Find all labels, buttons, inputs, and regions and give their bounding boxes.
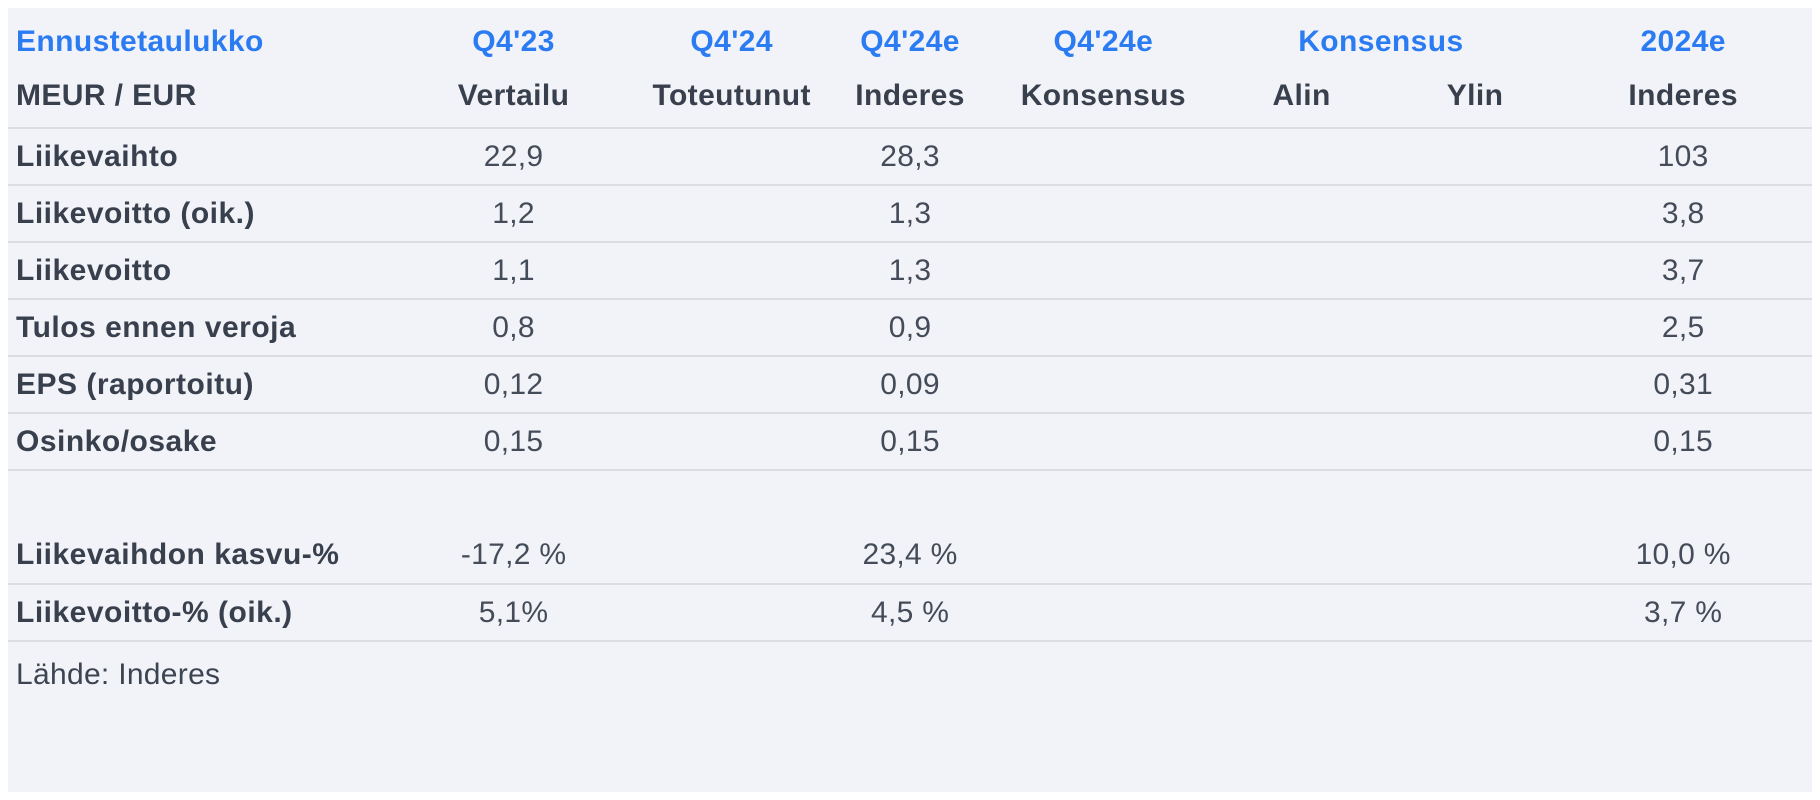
cell-konsensus [999, 128, 1208, 186]
cell-toteutunut [642, 413, 821, 471]
row-label: Liikevoitto-% (oik.) [8, 584, 385, 642]
cell-toteutunut [642, 356, 821, 414]
cell-vertailu: 0,15 [384, 413, 643, 471]
row-label: Osinko/osake [8, 413, 385, 471]
header-konsensus: Konsensus [999, 64, 1208, 129]
table-row-liikevaihto: Liikevaihto 22,9 28,3 103 [8, 128, 1812, 186]
cell-inderes: 28,3 [820, 128, 1000, 186]
cell-toteutunut [642, 185, 821, 243]
table-row-tulos-ennen-veroja: Tulos ennen veroja 0,8 0,9 2,5 [8, 299, 1812, 357]
table-row-eps: EPS (raportoitu) 0,12 0,09 0,31 [8, 356, 1812, 414]
row-label: Liikevaihto [8, 128, 385, 186]
cell-toteutunut [642, 584, 821, 642]
table-row-osinko: Osinko/osake 0,15 0,15 0,15 [8, 413, 1812, 471]
cell-inderes-2024e: 3,7 % [1554, 584, 1812, 642]
table-title: Ennustetaulukko [16, 25, 264, 58]
cell-vertailu: 0,12 [384, 356, 643, 414]
header-row-periods: Ennustetaulukko Q4'23 Q4'24 Q4'24e Q4'24… [8, 8, 1812, 64]
cell-vertailu: 22,9 [384, 128, 643, 186]
footer-row: Lähde: Inderes [8, 641, 1812, 792]
cell-inderes-2024e: 3,7 [1554, 242, 1812, 300]
cell-ylin [1395, 128, 1555, 186]
cell-toteutunut [642, 242, 821, 300]
cell-konsensus [999, 356, 1208, 414]
cell-alin [1207, 527, 1396, 585]
cell-inderes-2024e: 0,15 [1554, 413, 1812, 471]
cell-toteutunut [642, 527, 821, 585]
cell-alin [1207, 299, 1396, 357]
cell-ylin [1395, 413, 1555, 471]
header-unit: MEUR / EUR [8, 64, 385, 129]
cell-alin [1207, 356, 1396, 414]
cell-vertailu: 0,8 [384, 299, 643, 357]
cell-konsensus [999, 584, 1208, 642]
table-row-liikevoitto-pct: Liikevoitto-% (oik.) 5,1% 4,5 % 3,7 % [8, 584, 1812, 642]
table-row-liikevoitto-oik: Liikevoitto (oik.) 1,2 1,3 3,8 [8, 185, 1812, 243]
header-row-sublabels: MEUR / EUR Vertailu Toteutunut Inderes K… [8, 64, 1812, 129]
header-inderes: Inderes [820, 64, 1000, 129]
cell-toteutunut [642, 128, 821, 186]
table-row-liikevaihdon-kasvu: Liikevaihdon kasvu-% -17,2 % 23,4 % 10,0… [8, 527, 1812, 585]
cell-inderes-2024e: 103 [1554, 128, 1812, 186]
cell-vertailu: 1,2 [384, 185, 643, 243]
header-konsensus-group: Konsensus [1298, 25, 1464, 58]
header-q4-24e-inderes: Q4'24e [860, 25, 960, 58]
cell-alin [1207, 128, 1396, 186]
header-alin: Alin [1207, 64, 1396, 129]
row-label: Liikevoitto (oik.) [8, 185, 385, 243]
cell-inderes-2024e: 2,5 [1554, 299, 1812, 357]
cell-inderes: 0,09 [820, 356, 1000, 414]
cell-inderes-2024e: 10,0 % [1554, 527, 1812, 585]
cell-vertailu: -17,2 % [384, 527, 643, 585]
cell-toteutunut [642, 299, 821, 357]
cell-konsensus [999, 299, 1208, 357]
cell-konsensus [999, 185, 1208, 243]
cell-konsensus [999, 527, 1208, 585]
cell-inderes: 0,9 [820, 299, 1000, 357]
row-label: Liikevoitto [8, 242, 385, 300]
cell-alin [1207, 584, 1396, 642]
cell-inderes: 23,4 % [820, 527, 1000, 585]
cell-inderes: 0,15 [820, 413, 1000, 471]
forecast-table: Ennustetaulukko Q4'23 Q4'24 Q4'24e Q4'24… [8, 8, 1812, 792]
spacer-cell [8, 470, 1812, 527]
header-inderes-2024: Inderes [1554, 64, 1812, 129]
cell-inderes: 1,3 [820, 185, 1000, 243]
row-label: Tulos ennen veroja [8, 299, 385, 357]
cell-ylin [1395, 299, 1555, 357]
cell-ylin [1395, 356, 1555, 414]
cell-inderes: 1,3 [820, 242, 1000, 300]
header-q4-24e-konsensus: Q4'24e [1053, 25, 1154, 58]
source-note: Lähde: Inderes [16, 658, 221, 691]
cell-inderes-2024e: 0,31 [1554, 356, 1812, 414]
header-q4-23: Q4'23 [472, 25, 555, 58]
cell-konsensus [999, 242, 1208, 300]
cell-inderes: 4,5 % [820, 584, 1000, 642]
row-label: Liikevaihdon kasvu-% [8, 527, 385, 585]
cell-vertailu: 5,1% [384, 584, 643, 642]
header-ylin: Ylin [1395, 64, 1555, 129]
cell-ylin [1395, 527, 1555, 585]
cell-ylin [1395, 584, 1555, 642]
header-vertailu: Vertailu [384, 64, 643, 129]
cell-konsensus [999, 413, 1208, 471]
cell-alin [1207, 185, 1396, 243]
cell-inderes-2024e: 3,8 [1554, 185, 1812, 243]
cell-ylin [1395, 185, 1555, 243]
cell-alin [1207, 242, 1396, 300]
spacer-row [8, 470, 1812, 527]
cell-vertailu: 1,1 [384, 242, 643, 300]
cell-alin [1207, 413, 1396, 471]
header-toteutunut: Toteutunut [642, 64, 821, 129]
cell-ylin [1395, 242, 1555, 300]
header-2024e: 2024e [1640, 25, 1726, 58]
header-q4-24: Q4'24 [690, 25, 773, 58]
row-label: EPS (raportoitu) [8, 356, 385, 414]
table-row-liikevoitto: Liikevoitto 1,1 1,3 3,7 [8, 242, 1812, 300]
